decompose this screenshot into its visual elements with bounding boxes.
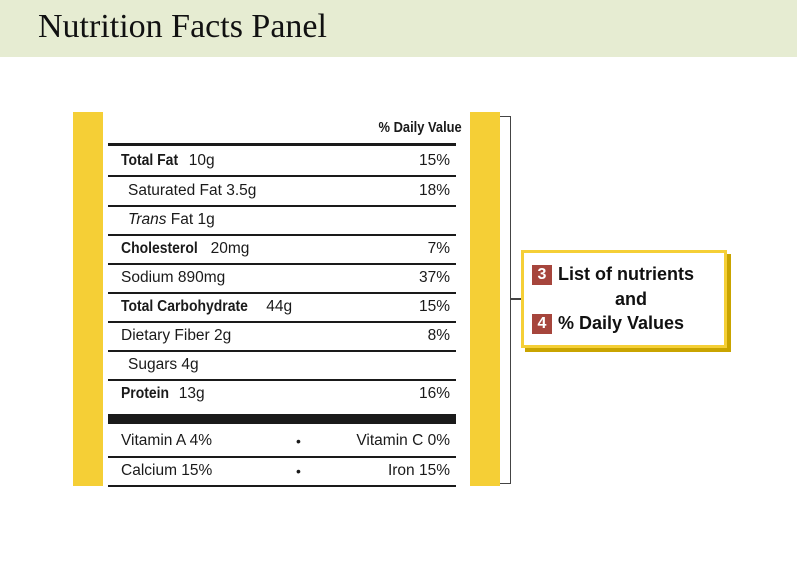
nutrient-name: Saturated Fat 3.5g <box>128 182 257 199</box>
nutrient-name: Sugars 4g <box>128 356 199 373</box>
header-rule <box>108 143 456 146</box>
thick-divider-bar <box>108 414 456 424</box>
bullet-separator: • <box>296 433 301 449</box>
nutrient-name: Total Carbohydrate 44g <box>121 298 293 315</box>
nutrient-name: Total Fat 10g <box>121 152 215 169</box>
nutrient-row-trans-fat: Trans Fat 1g <box>108 205 456 234</box>
nutrient-percent: 16% <box>418 385 450 402</box>
nutrient-name: Sodium 890mg <box>121 269 226 286</box>
callout-line-3: 4% Daily Values <box>532 313 732 334</box>
nutrition-label: % Daily Value Total Fat 10g 15% Saturate… <box>108 112 462 487</box>
step-badge-4: 4 <box>532 314 552 334</box>
nutrient-row-cholesterol: Cholesterol 20mg 7% <box>108 234 456 263</box>
vitamin-row: Calcium 15% • Iron 15% <box>108 456 456 486</box>
bracket-connector <box>511 298 521 300</box>
grouping-bracket <box>500 116 511 484</box>
vitamin-left: Calcium 15% <box>121 462 213 479</box>
row-divider <box>108 350 456 352</box>
row-divider <box>108 321 456 323</box>
nutrient-percent: 7% <box>427 240 450 257</box>
nutrient-percent: 15% <box>418 152 450 169</box>
vitamin-row: Vitamin A 4% • Vitamin C 0% <box>108 426 456 456</box>
callout-line-2: and <box>615 289 648 309</box>
nutrient-name: Dietary Fiber 2g <box>121 327 232 344</box>
bottom-rule <box>108 485 456 487</box>
row-divider <box>108 175 456 177</box>
nutrient-name: Protein 13g <box>121 385 205 402</box>
nutrient-name: Cholesterol 20mg <box>121 240 250 257</box>
row-divider <box>108 263 456 265</box>
title-bar: Nutrition Facts Panel <box>0 0 797 57</box>
nutrient-percent: 37% <box>418 269 450 286</box>
right-yellow-stripe <box>470 112 500 486</box>
callout-box: 3 List of nutrients and 4% Daily Values <box>521 250 727 348</box>
nutrient-row-protein: Protein 13g 16% <box>108 379 456 408</box>
left-yellow-stripe <box>73 112 103 486</box>
nutrient-percent: 15% <box>418 298 450 315</box>
daily-value-header: % Daily Value <box>378 119 462 136</box>
slide-title: Nutrition Facts Panel <box>38 8 327 45</box>
nutrient-row-total-carbohydrate: Total Carbohydrate 44g 15% <box>108 292 456 321</box>
nutrient-row-sodium: Sodium 890mg 37% <box>108 263 456 292</box>
row-divider <box>108 379 456 381</box>
nutrient-row-saturated-fat: Saturated Fat 3.5g 18% <box>108 176 456 205</box>
row-divider <box>108 456 456 458</box>
bullet-separator: • <box>296 463 301 479</box>
vitamin-right: Vitamin C 0% <box>356 432 450 449</box>
nutrient-row-dietary-fiber: Dietary Fiber 2g 8% <box>108 321 456 350</box>
row-divider <box>108 292 456 294</box>
nutrient-row-total-fat: Total Fat 10g 15% <box>108 146 456 175</box>
nutrient-percent: 8% <box>427 327 450 344</box>
step-badge-3: 3 <box>532 265 552 285</box>
nutrient-name: Trans Fat 1g <box>128 211 215 228</box>
row-divider <box>108 234 456 236</box>
callout-line-1: 3 List of nutrients <box>532 264 732 285</box>
row-divider <box>108 205 456 207</box>
vitamin-right: Iron 15% <box>387 462 450 479</box>
nutrient-percent: 18% <box>418 182 450 199</box>
nutrient-row-sugars: Sugars 4g <box>108 350 456 379</box>
vitamin-left: Vitamin A 4% <box>121 432 213 449</box>
